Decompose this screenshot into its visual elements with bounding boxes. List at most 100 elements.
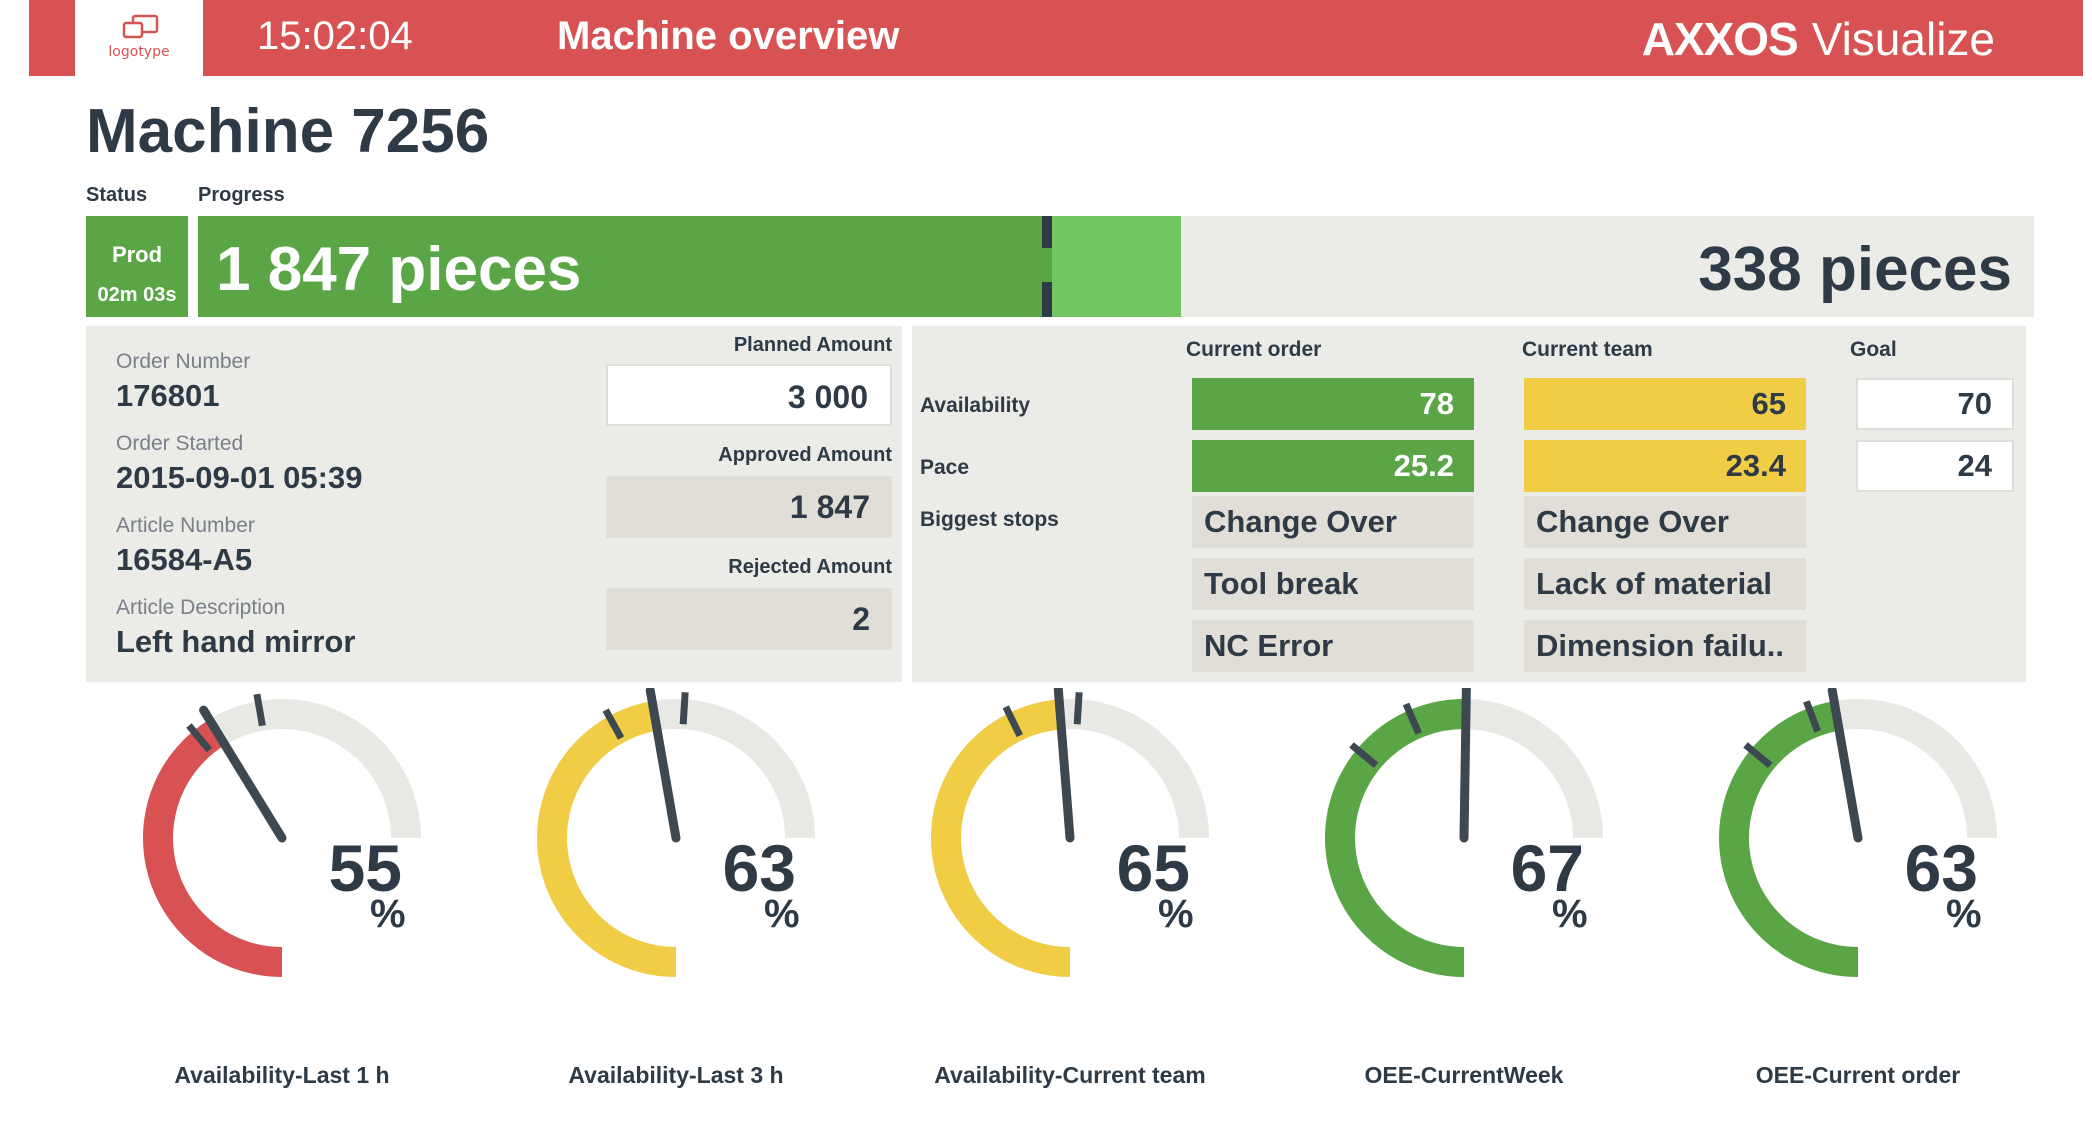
gauge-tick	[1402, 702, 1422, 735]
article-description-label: Article Description	[116, 596, 286, 619]
gauge-label: Availability-Last 1 h	[174, 1062, 390, 1088]
progress-label: Progress	[198, 184, 285, 206]
order-started-value: 2015-09-01 05:39	[116, 460, 363, 495]
biggest-stops-label: Biggest stops	[920, 508, 1059, 531]
gauge-tick	[1743, 742, 1773, 769]
stop-team-3[interactable]: Dimension failu..	[1524, 620, 1806, 672]
gauge-dial	[1719, 688, 1997, 977]
gauge-value-arc	[537, 701, 677, 977]
availability-current-team: 65	[1524, 378, 1806, 430]
gauge-unit: %	[370, 892, 406, 936]
brand-product: Visualize	[1811, 13, 1995, 65]
remaining-pieces: 338 pieces	[1698, 235, 2012, 304]
produced-pieces: 1 847 pieces	[216, 235, 582, 304]
performance-panel: Current order Current team Goal Availabi…	[912, 326, 2026, 682]
approved-amount-value: 1 847	[606, 476, 892, 538]
order-panel: Order Number 176801 Order Started 2015-0…	[86, 326, 902, 682]
logo[interactable]: logotype	[75, 0, 203, 76]
col-goal: Goal	[1850, 338, 1897, 361]
approved-amount-label: Approved Amount	[718, 444, 892, 466]
progress-bar: 1 847 pieces 338 pieces	[198, 216, 2034, 317]
availability-goal: 70	[1856, 378, 2014, 430]
gauge-dial	[143, 693, 421, 977]
progress-remaining-fill	[1052, 216, 1181, 317]
pace-current-order: 25.2	[1192, 440, 1474, 492]
gauge: 65 % Availability-Current team	[880, 688, 1260, 1108]
article-number-label: Article Number	[116, 514, 255, 537]
gauge-tick	[1073, 692, 1083, 725]
gauge-unit: %	[1946, 892, 1982, 936]
gauge-needle	[1053, 688, 1075, 843]
top-bar: logotype 15:02:04 Machine overview AXXOS…	[29, 0, 2083, 76]
gauge-unit: %	[764, 892, 800, 936]
gauge-value-arc	[1325, 699, 1467, 977]
gauge-tick	[1349, 742, 1379, 769]
progress-marker	[1042, 282, 1052, 317]
gauge-tick	[186, 723, 213, 753]
gauge-needle	[1459, 688, 1471, 843]
stop-team-2[interactable]: Lack of material	[1524, 558, 1806, 610]
gauge-label: Availability-Current team	[934, 1062, 1206, 1088]
brand-name: AXXOS	[1641, 13, 1799, 65]
gauge-value: 63	[1904, 831, 1978, 905]
rejected-amount-label: Rejected Amount	[728, 556, 892, 578]
article-description-value: Left hand mirror	[116, 624, 356, 659]
pace-current-team: 23.4	[1524, 440, 1806, 492]
gauge-needle	[1827, 688, 1863, 843]
planned-amount-label: Planned Amount	[733, 334, 892, 356]
gauge-dial	[537, 688, 815, 977]
status-badge[interactable]: Prod 02m 03s	[86, 216, 188, 317]
gauge: 67 % OEE-CurrentWeek	[1274, 688, 1654, 1108]
order-number-label: Order Number	[116, 350, 251, 373]
brand: AXXOS Visualize	[1642, 12, 1995, 66]
gauge-needle	[199, 705, 287, 843]
stop-order-3[interactable]: NC Error	[1192, 620, 1474, 672]
gauge-value: 55	[328, 831, 402, 905]
col-current-team: Current team	[1522, 338, 1653, 361]
planned-amount-value: 3 000	[606, 364, 892, 426]
gauge-value: 63	[722, 831, 796, 905]
gauge-value-arc	[143, 719, 283, 977]
clock: 15:02:04	[257, 14, 413, 58]
gauge-dial	[1325, 688, 1603, 977]
stop-team-1[interactable]: Change Over	[1524, 496, 1806, 548]
gauge-tick	[602, 708, 625, 740]
gauge-value: 65	[1116, 831, 1190, 905]
gauge-tick	[679, 692, 689, 725]
order-started-label: Order Started	[116, 432, 244, 455]
gauge-value-arc	[931, 699, 1071, 977]
gauge-dial	[931, 688, 1209, 977]
gauge: 63 % Availability-Last 3 h	[486, 688, 866, 1108]
stop-order-1[interactable]: Change Over	[1192, 496, 1474, 548]
progress-fill	[198, 216, 1052, 317]
gauge-value-arc	[1719, 701, 1859, 977]
progress-marker	[1042, 216, 1052, 248]
status-label: Status	[86, 184, 148, 206]
gauge-label: Availability-Last 3 h	[568, 1062, 784, 1088]
stop-order-2[interactable]: Tool break	[1192, 558, 1474, 610]
gauge-tick	[253, 693, 266, 727]
logo-icon	[122, 14, 159, 39]
gauge: 63 % OEE-Current order	[1668, 688, 2048, 1108]
availability-label: Availability	[920, 394, 1031, 417]
pace-label: Pace	[920, 456, 970, 479]
page-heading: Machine overview	[557, 14, 900, 58]
rejected-amount-value: 2	[606, 588, 892, 650]
order-number-value: 176801	[116, 378, 220, 413]
machine-title: Machine 7256	[86, 97, 490, 166]
col-current-order: Current order	[1186, 338, 1322, 361]
gauge-needle	[645, 688, 681, 843]
gauge-value: 67	[1510, 831, 1584, 905]
logo-text: logotype	[108, 44, 170, 60]
availability-current-order: 78	[1192, 378, 1474, 430]
status-value: Prod	[111, 242, 163, 267]
pace-goal: 24	[1856, 440, 2014, 492]
gauge-tick	[1002, 705, 1023, 738]
status-time: 02m 03s	[97, 284, 177, 306]
gauge-label: OEE-Current order	[1755, 1062, 1961, 1088]
gauge-unit: %	[1552, 892, 1588, 936]
gauge-unit: %	[1158, 892, 1194, 936]
gauge: 55 % Availability-Last 1 h	[92, 688, 472, 1108]
article-number-value: 16584-A5	[116, 542, 253, 577]
gauge-tick	[1803, 700, 1821, 733]
